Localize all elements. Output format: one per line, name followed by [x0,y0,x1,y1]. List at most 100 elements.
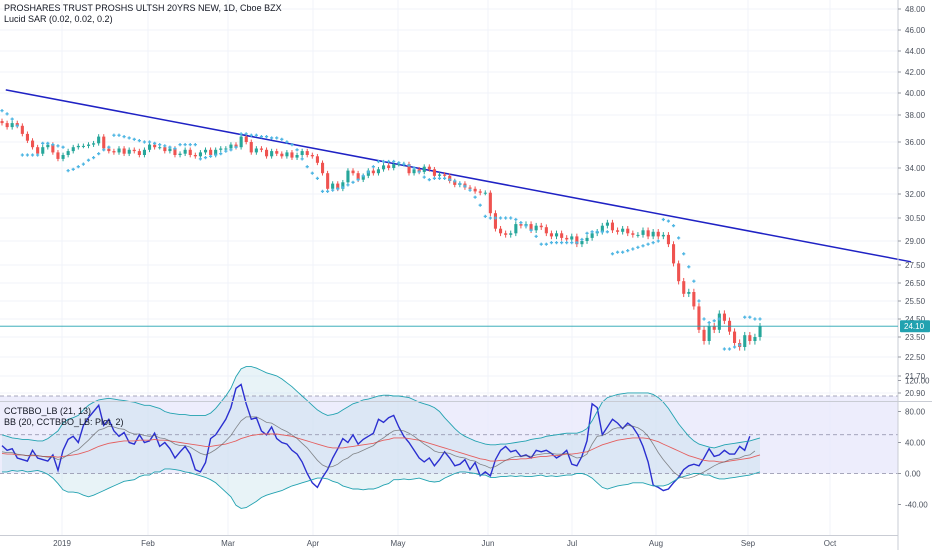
sar-point [626,249,630,253]
sar-point [198,157,203,161]
last-price-badge: 24.10 [0,320,930,333]
price-tick-label: 34.00 [905,164,926,173]
candle-body [178,153,182,155]
price-tick-label: 22.50 [905,353,926,362]
sar-point [153,141,157,145]
sar-point [244,132,248,136]
candle-body [478,191,482,193]
candle-body [580,241,584,245]
candle-body [605,222,609,226]
candle-body [356,173,360,180]
indicator-legend: CCTBBO_LB (21, 13) BB (20, CCTBBO_LB: Pl… [4,406,124,428]
sar-point [448,178,452,182]
candle-body [600,225,604,232]
candle-body [87,144,91,146]
indicator-tick-label: -40.00 [905,501,928,510]
sar-point [712,319,716,323]
candle-body [397,164,401,166]
price-tick-label: 32.00 [905,190,926,199]
candle-body [158,147,162,149]
sar-point [615,250,620,254]
candle-body [61,155,65,159]
candle-body [107,148,111,152]
sar-point [677,236,681,240]
sar-point [697,299,701,303]
candle-body [514,224,518,234]
candle-body [488,192,492,214]
candle-body [5,123,9,128]
sar-point [463,184,467,188]
sar-legend-label[interactable]: Lucid SAR (0.02, 0.02, 0.2) [4,14,113,24]
sar-point [442,176,447,180]
sar-point [351,180,355,184]
candle-body [254,148,258,153]
sar-point [188,143,192,147]
sar-point [366,170,370,174]
candle-body [290,152,294,158]
candle-body [555,233,559,237]
candle-body [422,166,426,172]
sar-point [361,174,365,178]
candle-body [651,231,655,237]
candle-body [432,169,436,176]
candle-body [51,144,55,153]
time-tick-label: Jul [567,539,577,548]
candles [0,118,762,351]
sar-point [208,154,213,158]
sar-point [402,162,406,166]
symbol-title[interactable]: PROSHARES TRUST PROSHS ULTSH 20YRS NEW, … [4,3,282,13]
time-tick-label: Oct [824,539,837,548]
price-tick-label: 21.70 [905,372,926,381]
sar-point [646,242,650,246]
sar-point [137,139,141,143]
last-price-label: 24.10 [904,322,925,331]
candle-body [351,170,355,174]
candle-body [666,234,670,245]
candle-body [682,281,686,294]
sar-point [102,148,106,152]
candle-body [560,233,564,238]
sar-point [341,185,345,190]
candle-body [733,331,737,343]
sar-point [493,216,498,220]
candle-body [295,155,299,158]
bb-legend-label[interactable]: BB (20, CCTBBO_LB: Plot, 2) [4,417,124,427]
time-tick-label: Jun [482,539,495,548]
candle-body [641,230,645,235]
sar-point [275,136,279,140]
sar-point [36,153,40,157]
cctbbo-legend-label[interactable]: CCTBBO_LB (21, 13) [4,406,92,416]
candle-body [753,337,757,341]
sar-point [381,159,386,164]
bollinger-fill [0,366,898,509]
candle-body [92,143,96,145]
sar-point [193,143,197,147]
sar-point [412,166,416,170]
sar-point [224,149,228,153]
candle-body [743,335,747,347]
sar-point [549,241,554,245]
sar-point [264,135,269,139]
candle-body [443,174,447,176]
sar-point [656,239,660,243]
candle-body [315,156,319,163]
candle-body [656,231,660,237]
candle-body [387,165,391,168]
sar-point [234,145,238,149]
price-tick-label: 36.00 [905,138,926,147]
sar-point [559,241,564,245]
candle-body [280,153,284,157]
candle-body [265,149,269,157]
candle-body [81,145,85,147]
sar-point [320,189,325,193]
sar-point [56,144,60,148]
candle-body [122,148,126,154]
sar-point [600,230,604,234]
sar-point [504,216,508,220]
candle-body [168,148,172,152]
candle-body [677,263,681,282]
candle-body [570,236,574,240]
candle-body [259,148,263,150]
sar-point [544,242,548,246]
trendline[interactable] [5,89,912,263]
